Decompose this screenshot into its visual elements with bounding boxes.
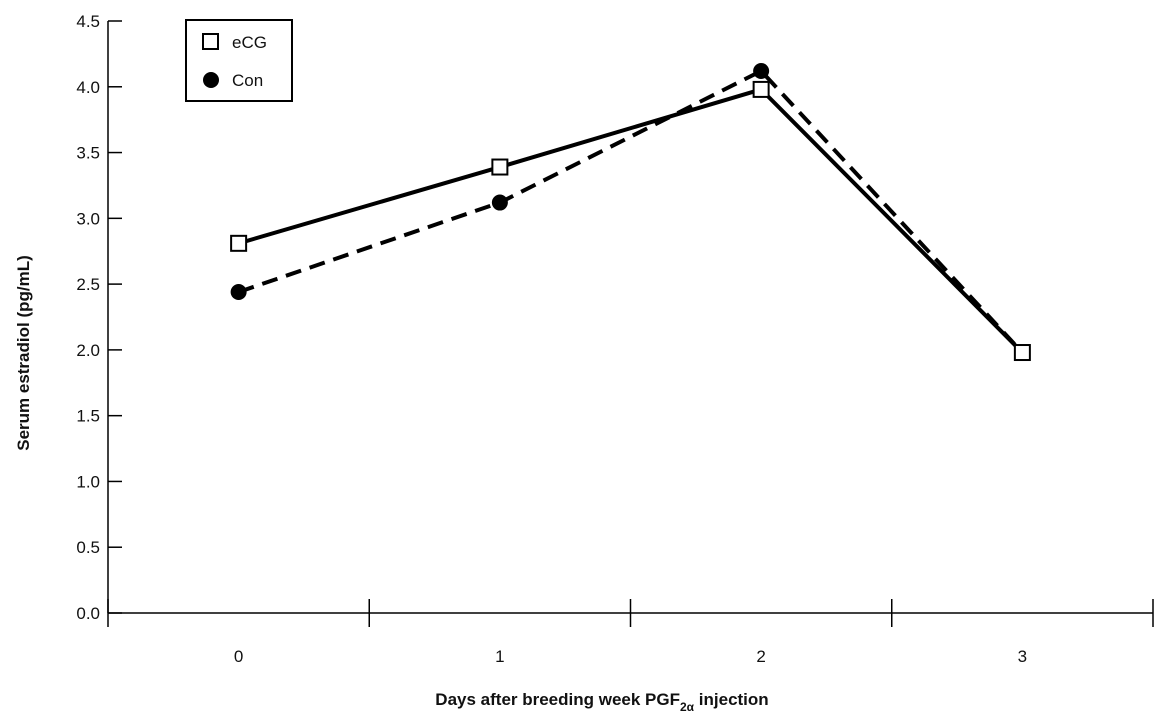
x-axis-title-subscript: 2α <box>680 700 695 713</box>
data-point-con <box>230 284 247 301</box>
x-tick-label: 3 <box>1018 647 1027 666</box>
legend-ecg-marker <box>202 33 219 50</box>
data-point-con <box>753 62 770 79</box>
y-axis-title: Serum estradiol (pg/mL) <box>14 255 33 451</box>
x-axis-ticks: 0 1 2 3 <box>107 599 1154 666</box>
y-tick-label: 2.0 <box>76 341 100 360</box>
y-tick-label: 2.5 <box>76 275 100 294</box>
y-tick-label: 3.5 <box>76 144 100 163</box>
data-point-ecg <box>752 80 770 98</box>
x-axis-title-suffix: injection <box>694 690 769 709</box>
y-tick-label: 1.5 <box>76 407 100 426</box>
y-tick-label: 3.0 <box>76 209 100 228</box>
series-line-con <box>237 68 1024 354</box>
y-tick-label: 0.0 <box>76 604 100 623</box>
axes <box>107 21 1153 614</box>
y-axis-ticks: 0.0 0.5 1.0 1.5 2.0 2.5 3.0 3.5 4.0 4.5 <box>76 12 122 623</box>
legend-ecg-label: eCG <box>232 33 267 52</box>
x-axis-title-main: Days after breeding week PGF <box>435 690 680 709</box>
x-tick-label: 1 <box>495 647 504 666</box>
data-point-ecg <box>230 234 248 252</box>
y-tick-label: 4.0 <box>76 78 100 97</box>
y-tick-label: 0.5 <box>76 538 100 557</box>
legend-con-label: Con <box>232 71 263 90</box>
data-point-ecg <box>1013 344 1031 362</box>
legend-con-marker <box>203 72 219 88</box>
data-point-con <box>491 194 508 211</box>
x-tick-label: 0 <box>234 647 243 666</box>
x-axis-title: Days after breeding week PGF2α injection <box>435 690 768 713</box>
data-point-ecg <box>491 158 509 176</box>
legend: eCG Con <box>185 19 293 102</box>
x-tick-label: 2 <box>756 647 765 666</box>
y-tick-label: 1.0 <box>76 472 100 491</box>
y-tick-label: 4.5 <box>76 12 100 31</box>
series-layer <box>230 62 1031 362</box>
series-line-ecg <box>238 87 1024 354</box>
